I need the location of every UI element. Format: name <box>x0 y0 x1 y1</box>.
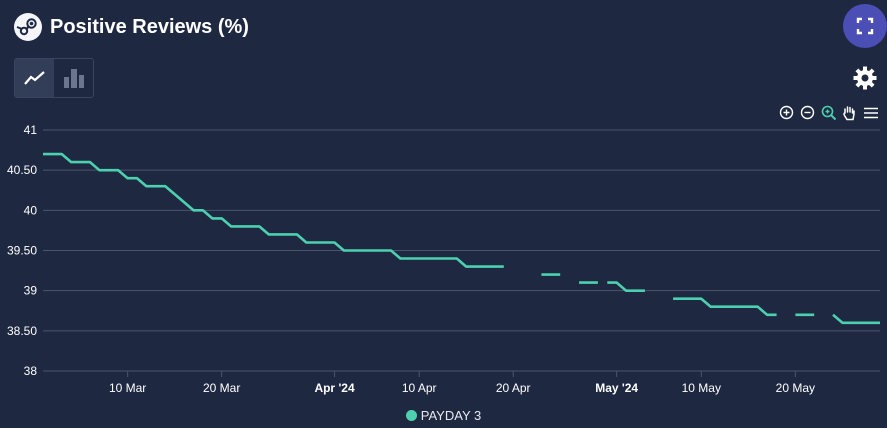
gear-icon <box>853 66 877 90</box>
zoom-select-button[interactable] <box>820 104 837 121</box>
fullscreen-icon <box>856 17 874 35</box>
menu-icon <box>863 107 878 118</box>
series-line-segment <box>43 152 504 268</box>
zoom-out-icon <box>800 105 815 120</box>
chart-grid <box>43 129 880 372</box>
legend-marker <box>405 410 417 421</box>
chart-header: Positive Reviews (%) <box>14 10 249 44</box>
x-tick-label: Apr '24 <box>314 381 355 395</box>
x-tick-label: 20 Apr <box>496 381 531 395</box>
x-tick-label: 20 Mar <box>203 381 240 395</box>
pan-hand-icon <box>843 105 855 120</box>
chart-type-toggle <box>14 58 94 98</box>
bar-chart-icon <box>63 69 84 88</box>
x-tick-label: 20 May <box>776 381 815 395</box>
x-axis: 10 Mar 20 Mar Apr '24 10 Apr 20 Apr May '24 10… <box>109 371 815 395</box>
x-tick-label: 10 Apr <box>402 381 437 395</box>
legend-label: PAYDAY 3 <box>420 408 482 423</box>
x-tick-label: 10 Mar <box>109 381 146 395</box>
chart-title: Positive Reviews (%) <box>50 15 249 38</box>
fullscreen-button[interactable] <box>843 4 887 48</box>
line-view-button[interactable] <box>15 59 54 97</box>
series-line-segment <box>832 313 880 325</box>
zoom-select-icon <box>821 105 836 120</box>
y-tick-label: 38.50 <box>7 324 37 338</box>
zoom-in-icon <box>779 105 794 120</box>
x-tick-label: May '24 <box>595 381 638 395</box>
chart-series <box>43 152 880 325</box>
pan-button[interactable] <box>841 104 858 121</box>
y-tick-label: 39.50 <box>7 244 37 258</box>
chart-legend[interactable]: PAYDAY 3 <box>0 408 887 423</box>
zoom-out-button[interactable] <box>799 104 816 121</box>
x-tick-label: 10 May <box>682 381 721 395</box>
series-line-segment <box>673 297 777 317</box>
y-tick-label: 40.50 <box>7 163 37 177</box>
line-chart-icon <box>23 71 45 85</box>
steam-logo-icon <box>14 13 42 41</box>
zoom-in-button[interactable] <box>778 104 795 121</box>
menu-button[interactable] <box>862 104 879 121</box>
settings-button[interactable] <box>853 66 877 90</box>
y-tick-label: 38 <box>24 364 38 378</box>
y-tick-label: 40 <box>24 203 38 217</box>
bar-view-button[interactable] <box>54 59 93 97</box>
chart-toolbar <box>778 104 879 121</box>
y-tick-label: 39 <box>24 284 38 298</box>
y-tick-label: 41 <box>24 123 38 137</box>
series-line-segment <box>607 281 645 292</box>
y-axis: 41 40.50 40 39.50 39 38.50 38 <box>7 123 37 378</box>
